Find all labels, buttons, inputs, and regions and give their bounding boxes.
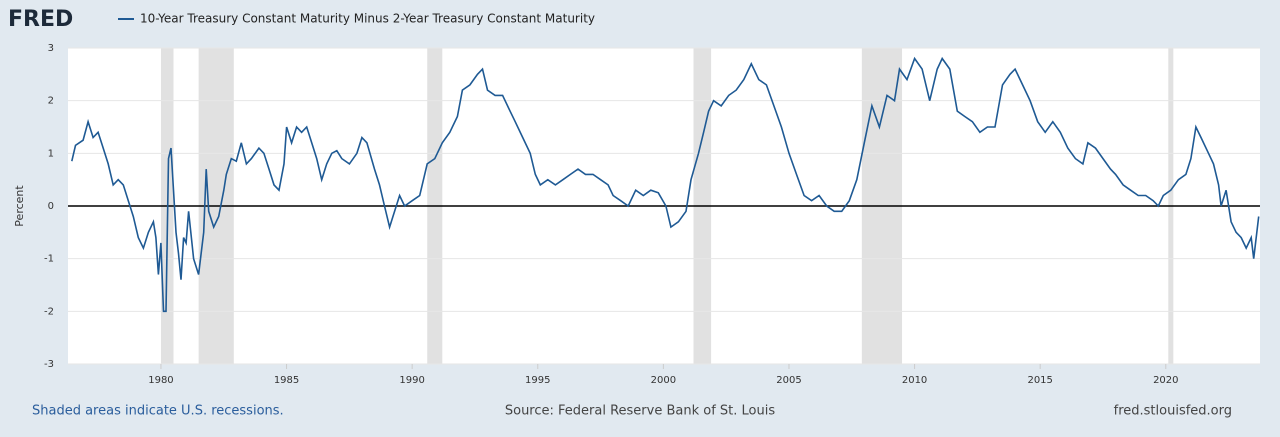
x-tick-label: 1990 <box>399 375 424 386</box>
y-tick-label: -3 <box>44 359 54 370</box>
x-tick-label: 1985 <box>274 375 299 386</box>
y-tick-label: -2 <box>44 306 54 317</box>
y-axis-label: Percent <box>13 185 26 227</box>
x-tick-label: 2015 <box>1027 375 1052 386</box>
y-tick-label: 2 <box>48 96 54 107</box>
legend-label: 10-Year Treasury Constant Maturity Minus… <box>140 12 595 26</box>
x-tick-label: 2005 <box>776 375 801 386</box>
x-tick-label: 1980 <box>148 375 173 386</box>
logo: FRED <box>8 7 73 32</box>
series-line <box>71 56 1260 313</box>
site: fred.stlouisfed.org <box>1114 404 1232 419</box>
x-tick-label: 1995 <box>525 375 550 386</box>
x-tick-label: 2000 <box>651 375 676 386</box>
y-tick-label: 0 <box>48 201 54 212</box>
x-tick-label: 2010 <box>902 375 927 386</box>
y-tick-label: 3 <box>48 43 54 54</box>
source: Source: Federal Reserve Bank of St. Loui… <box>505 404 775 419</box>
y-tick-label: 1 <box>48 148 54 159</box>
y-tick-label: -1 <box>44 254 54 265</box>
x-tick-label: 2020 <box>1153 375 1178 386</box>
footnote: Shaded areas indicate U.S. recessions. <box>32 404 284 419</box>
